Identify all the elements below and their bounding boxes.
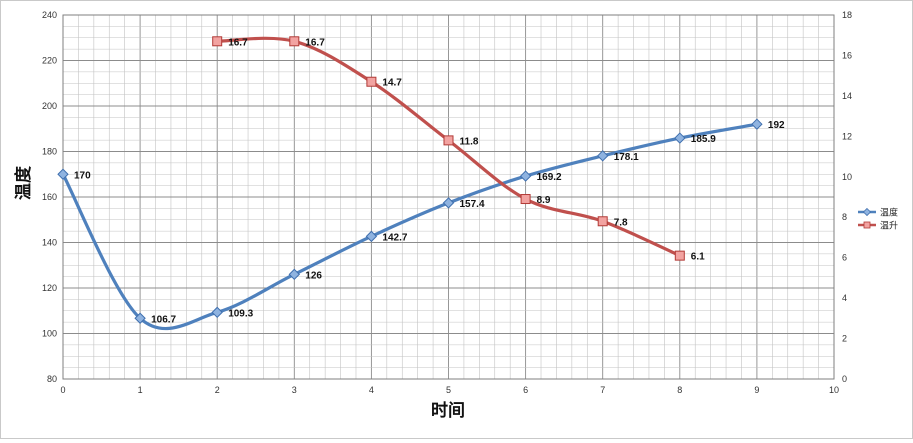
point-marker-temperature <box>134 312 146 324</box>
data-label-temperature: 126 <box>305 270 322 281</box>
x-tick-label: 10 <box>829 385 839 395</box>
data-labels: 170 106.7 109.3 126 142.7 157.4 169.2 178.1 185.… <box>74 37 785 325</box>
data-label-temperature: 106.7 <box>151 314 176 325</box>
x-tick-label: 6 <box>523 385 528 395</box>
x-tick-label: 2 <box>215 385 220 395</box>
plot-area-border <box>62 14 835 380</box>
data-label-rise: 6.1 <box>691 252 705 263</box>
y2-tick-label: 2 <box>842 334 847 344</box>
y2-tick-label: 6 <box>842 253 847 263</box>
data-label-temperature: 192 <box>768 120 785 131</box>
data-label-temperature: 109.3 <box>228 308 253 319</box>
series-line-temperature <box>61 122 759 331</box>
data-label-temperature: 169.2 <box>537 172 562 183</box>
y-tick-label: 200 <box>42 101 57 111</box>
x-axis-title: 时间 <box>431 400 465 421</box>
data-label-rise: 16.7 <box>228 37 248 48</box>
axes <box>62 14 835 380</box>
x-tick-label: 7 <box>600 385 605 395</box>
y-axis-ticks: 80 100 120 140 160 180 200 220 240 <box>42 10 57 384</box>
point-marker-rise <box>674 250 685 261</box>
y2-tick-label: 4 <box>842 293 847 303</box>
x-tick-label: 5 <box>446 385 451 395</box>
legend-label-rise: 温升 <box>880 221 898 232</box>
point-marker-rise <box>366 76 377 87</box>
point-marker-rise <box>443 135 454 146</box>
legend-marker-rise <box>863 221 871 229</box>
data-label-rise: 14.7 <box>382 78 402 89</box>
y2-tick-label: 8 <box>842 212 847 222</box>
y-tick-label: 160 <box>42 192 57 202</box>
x-tick-label: 3 <box>292 385 297 395</box>
point-marker-temperature <box>365 230 378 243</box>
x-tick-label: 4 <box>369 385 374 395</box>
point-marker-temperature <box>596 150 609 162</box>
y2-tick-label: 0 <box>842 374 847 384</box>
point-marker-temperature <box>288 268 301 281</box>
data-label-rise: 8.9 <box>537 195 551 206</box>
y-tick-label: 180 <box>42 147 57 157</box>
y2-tick-label: 10 <box>842 172 852 182</box>
x-tick-label: 9 <box>754 385 759 395</box>
y-tick-label: 120 <box>42 283 57 293</box>
point-marker-rise <box>520 194 531 205</box>
x-axis-ticks: 0 1 2 3 4 5 6 7 8 9 10 <box>60 385 839 395</box>
y2-tick-label: 14 <box>842 91 852 101</box>
y2-tick-label: 12 <box>842 131 852 141</box>
series-layer <box>57 36 763 331</box>
y2-tick-label: 18 <box>842 10 852 20</box>
data-label-temperature: 185.9 <box>691 134 716 145</box>
y-tick-label: 220 <box>42 56 57 66</box>
point-marker-rise <box>289 36 300 47</box>
point-marker-temperature <box>674 132 686 144</box>
data-label-temperature: 142.7 <box>382 232 407 243</box>
x-tick-label: 8 <box>677 385 682 395</box>
legend-marker-temperature <box>862 207 872 217</box>
grid-lines <box>62 14 835 380</box>
data-label-temperature: 170 <box>74 170 91 181</box>
point-marker-temperature <box>211 306 223 319</box>
x-tick-label: 0 <box>60 385 65 395</box>
x-tick-label: 1 <box>138 385 143 395</box>
point-marker-rise <box>597 216 608 227</box>
y-tick-label: 100 <box>42 329 57 339</box>
y-tick-label: 240 <box>42 10 57 20</box>
data-label-rise: 7.8 <box>614 217 628 228</box>
data-label-rise: 11.8 <box>460 136 479 147</box>
y2-axis-ticks: 0 2 4 6 8 10 12 14 16 18 <box>842 10 852 384</box>
data-label-rise: 16.7 <box>305 37 325 48</box>
point-marker-temperature <box>751 118 763 130</box>
data-label-temperature: 178.1 <box>614 152 639 163</box>
point-marker-temperature <box>442 197 455 209</box>
y-tick-label: 80 <box>47 374 57 384</box>
point-marker-temperature <box>57 168 69 180</box>
legend-label-temperature: 温度 <box>880 207 898 219</box>
point-marker-rise <box>212 36 223 47</box>
y-axis-title: 温度 <box>13 165 34 200</box>
point-marker-temperature <box>519 170 532 182</box>
data-label-temperature: 157.4 <box>460 199 485 210</box>
y2-tick-label: 16 <box>842 50 852 60</box>
y-tick-label: 140 <box>42 238 57 248</box>
